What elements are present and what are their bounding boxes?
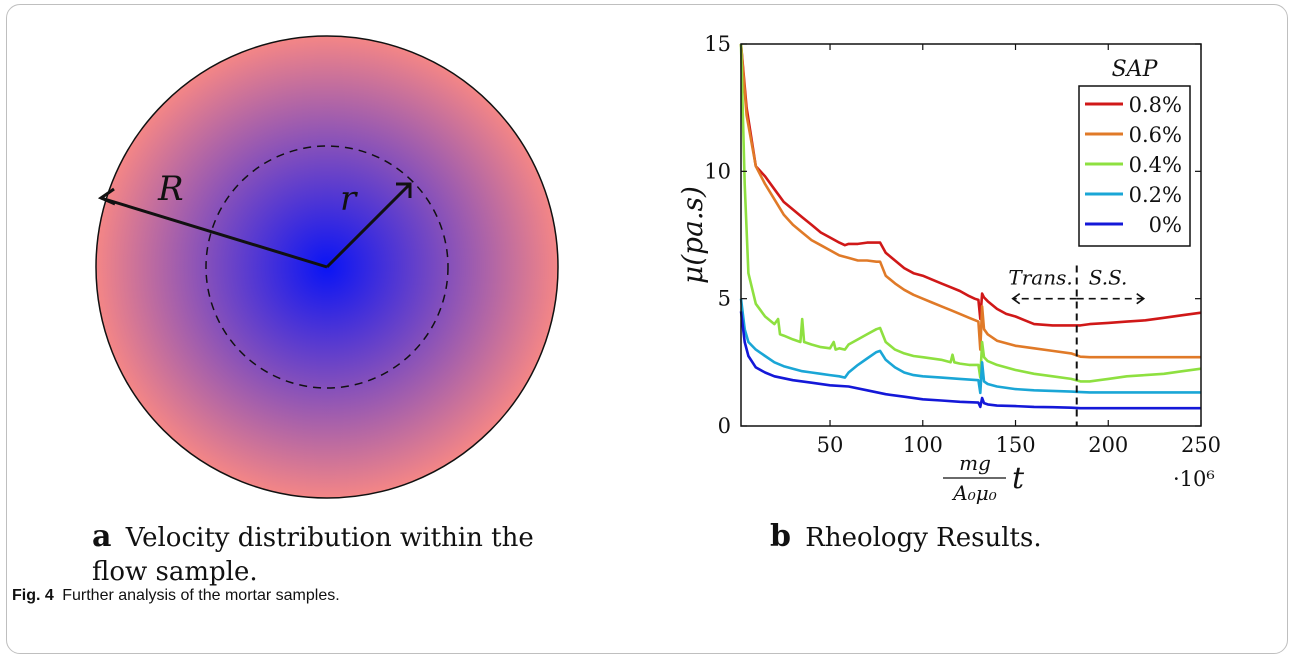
y-tick-label: 15 (704, 32, 731, 56)
figure-canvas: R r 50 100 150 200 250 0 5 10 15 Trans. S.S. SAP… (95, 32, 1221, 505)
transient-arrowhead (1011, 293, 1021, 305)
plot-area-frame (740, 43, 1202, 427)
x-label-time-variable: t (1012, 461, 1025, 496)
x-tick-label: 50 (817, 433, 844, 457)
x-tick-label: 250 (1181, 433, 1221, 457)
figure-label: Fig. 4 (12, 587, 54, 604)
label-outer-radius: R (157, 169, 184, 209)
legend-label: 0% (1149, 213, 1182, 237)
series-line-0pct (739, 311, 1201, 410)
panel-a-letter: a (92, 519, 112, 554)
rheology-chart: 50 100 150 200 250 0 5 10 15 Trans. S.S. SAP 0.8… (676, 32, 1221, 505)
steady-state-label: S.S. (1089, 266, 1128, 290)
inner-radius-arrow (325, 182, 412, 269)
legend-label: 0.8% (1129, 93, 1182, 117)
y-tick-label: 5 (718, 287, 731, 311)
x-axis-multiplier: ·10⁶ (1173, 467, 1215, 491)
phase-annotations: Trans. S.S. (1008, 265, 1146, 426)
outer-radius-arrow (100, 196, 328, 269)
legend-label: 0.4% (1129, 153, 1182, 177)
x-label-numerator: mg (959, 451, 991, 475)
inner-radius-arrowhead (396, 182, 412, 198)
inner-radius-circle (205, 145, 449, 389)
velocity-panel: R r (95, 35, 559, 499)
legend-title: SAP (1112, 57, 1159, 82)
x-tick-label: 200 (1088, 433, 1128, 457)
transient-label: Trans. (1008, 266, 1072, 290)
panel-b-letter: b (770, 519, 791, 554)
y-tick-label: 10 (704, 159, 731, 183)
y-axis-label: μ(pa.s) (676, 186, 709, 284)
label-inner-radius: r (340, 179, 358, 219)
chart-legend: SAP 0.8% 0.6% 0.4% 0.2% 0% (1078, 57, 1191, 247)
legend-box (1078, 85, 1191, 247)
x-axis-label: mg A₀μ₀ t (943, 451, 1025, 505)
steady-state-arrowhead (1136, 293, 1146, 305)
panel-b-caption: b Rheology Results. (770, 520, 1150, 555)
panel-a-caption: a Velocity distribution within the flow … (92, 520, 582, 589)
y-tick-label: 0 (718, 414, 731, 438)
series-line-0-8pct (739, 43, 1202, 327)
legend-items: 0.8% 0.6% 0.4% 0.2% 0% (1085, 93, 1182, 237)
figure-caption: Fig. 4 Further analysis of the mortar sa… (12, 587, 340, 605)
x-tick-label: 100 (903, 433, 943, 457)
x-tick-label: 150 (995, 433, 1035, 457)
panel-a-caption-text: Velocity distribution within the flow sa… (92, 523, 534, 587)
figure-caption-text: Further analysis of the mortar samples. (62, 587, 340, 604)
outer-radius-arrowhead (97, 187, 116, 206)
legend-label: 0.2% (1129, 183, 1182, 207)
x-label-denominator: A₀μ₀ (951, 481, 996, 505)
legend-label: 0.6% (1129, 123, 1182, 147)
axis-ticks: 50 100 150 200 250 0 5 10 15 (704, 32, 1221, 457)
panel-b-caption-text: Rheology Results. (805, 523, 1042, 553)
series-line-0-2pct (739, 298, 1201, 395)
series-layer (739, 43, 1202, 410)
series-line-0-4pct (739, 43, 1202, 383)
